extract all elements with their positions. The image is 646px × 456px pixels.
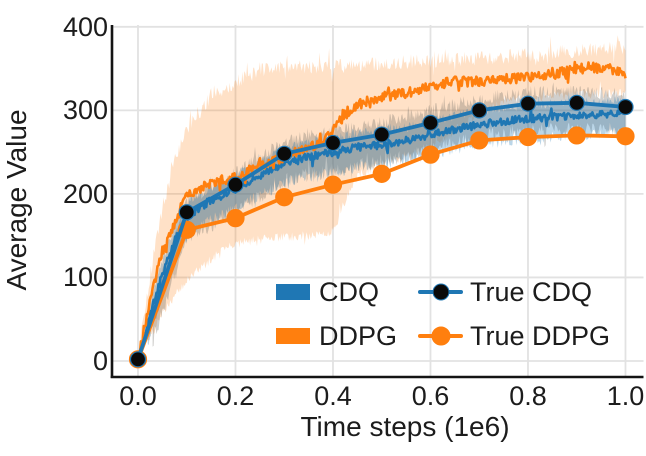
true-ddpg-marker-icon: [418, 321, 463, 351]
legend-label-ddpg: DDPG: [319, 320, 398, 351]
y-tick-label: 400: [62, 11, 108, 42]
legend-dot-sample: [432, 283, 449, 301]
y-tick-label: 300: [62, 95, 108, 126]
x-tick-label: 0.0: [119, 381, 157, 411]
y-axis-title: Average Value: [1, 109, 32, 291]
legend-item-true-cdq: True CDQ: [418, 277, 592, 307]
legend-label-true-cdq: True CDQ: [470, 276, 593, 307]
legend-label-true-ddpg: True DDPG: [470, 320, 611, 351]
true-cdq-marker-icon: [418, 277, 463, 307]
ddpg-color-swatch: [276, 328, 310, 344]
y-tick-label: 0: [92, 346, 108, 376]
cdq-color-swatch: [276, 284, 310, 300]
x-tick-label: 1.0: [606, 381, 645, 411]
y-tick-label: 100: [62, 262, 108, 293]
x-tick-label: 0.4: [314, 381, 352, 411]
legend-item-cdq: CDQ: [276, 277, 379, 307]
legend-item-true-ddpg: True DDPG: [418, 321, 610, 351]
legend-item-ddpg: DDPG: [276, 321, 397, 351]
y-tick-label: 200: [62, 178, 108, 209]
legend-dot-sample: [431, 326, 450, 346]
legend-label-cdq: CDQ: [319, 276, 379, 307]
x-tick-label: 0.8: [509, 381, 547, 411]
x-tick-label: 0.2: [216, 381, 255, 411]
x-tick-label: 0.6: [411, 381, 450, 411]
x-axis-title: Time steps (1e6): [300, 411, 510, 442]
